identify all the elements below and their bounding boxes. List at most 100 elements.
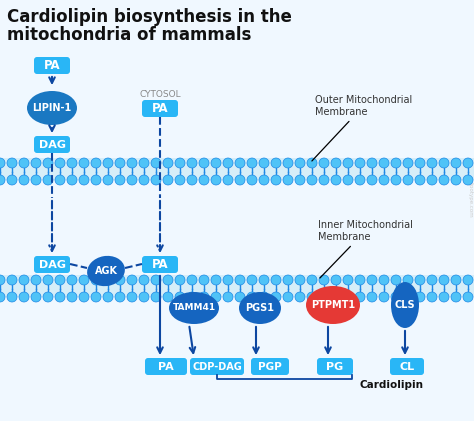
Text: AGK: AGK (94, 266, 118, 276)
Circle shape (331, 275, 341, 285)
Circle shape (31, 158, 41, 168)
Circle shape (0, 275, 5, 285)
Circle shape (343, 275, 353, 285)
Circle shape (67, 158, 77, 168)
FancyBboxPatch shape (190, 358, 244, 375)
Circle shape (463, 292, 473, 302)
Circle shape (271, 275, 281, 285)
Circle shape (295, 275, 305, 285)
Circle shape (19, 275, 29, 285)
Text: DAG: DAG (38, 259, 65, 269)
Circle shape (211, 275, 221, 285)
Circle shape (199, 275, 209, 285)
Text: CL: CL (400, 362, 415, 371)
Circle shape (115, 175, 125, 185)
Circle shape (307, 292, 317, 302)
Text: CLS: CLS (395, 300, 415, 310)
Bar (0, 0, 474, 158)
Circle shape (91, 175, 101, 185)
Circle shape (367, 275, 377, 285)
Circle shape (91, 275, 101, 285)
Circle shape (91, 292, 101, 302)
Text: PA: PA (152, 102, 168, 115)
Circle shape (67, 275, 77, 285)
Circle shape (223, 175, 233, 185)
Circle shape (259, 158, 269, 168)
FancyBboxPatch shape (317, 358, 353, 375)
Circle shape (139, 158, 149, 168)
Circle shape (283, 275, 293, 285)
Circle shape (283, 292, 293, 302)
Circle shape (283, 158, 293, 168)
Circle shape (403, 175, 413, 185)
Circle shape (427, 175, 437, 185)
Circle shape (115, 158, 125, 168)
Circle shape (319, 275, 329, 285)
Circle shape (463, 275, 473, 285)
Bar (0, 153, 474, 195)
Circle shape (403, 158, 413, 168)
Circle shape (367, 292, 377, 302)
Circle shape (211, 158, 221, 168)
Circle shape (463, 158, 473, 168)
Text: PTPMT1: PTPMT1 (311, 300, 355, 310)
Circle shape (151, 175, 161, 185)
Circle shape (79, 158, 89, 168)
Circle shape (247, 175, 257, 185)
Circle shape (163, 275, 173, 285)
Circle shape (55, 175, 65, 185)
Circle shape (127, 175, 137, 185)
Circle shape (67, 292, 77, 302)
Circle shape (451, 275, 461, 285)
Ellipse shape (391, 282, 419, 328)
Circle shape (163, 175, 173, 185)
Text: DAG: DAG (38, 139, 65, 149)
Circle shape (331, 175, 341, 185)
Circle shape (355, 292, 365, 302)
Circle shape (0, 175, 5, 185)
Circle shape (319, 292, 329, 302)
Circle shape (247, 275, 257, 285)
Circle shape (391, 275, 401, 285)
Circle shape (151, 292, 161, 302)
Circle shape (415, 292, 425, 302)
Circle shape (175, 175, 185, 185)
Circle shape (391, 158, 401, 168)
Circle shape (199, 292, 209, 302)
Circle shape (367, 158, 377, 168)
Circle shape (403, 275, 413, 285)
Circle shape (43, 292, 53, 302)
Circle shape (463, 175, 473, 185)
Text: Outer Mitochondrial
Membrane: Outer Mitochondrial Membrane (312, 95, 412, 161)
Circle shape (163, 292, 173, 302)
Text: PA: PA (44, 59, 60, 72)
Circle shape (307, 275, 317, 285)
Circle shape (379, 175, 389, 185)
Circle shape (439, 275, 449, 285)
Circle shape (175, 275, 185, 285)
Circle shape (115, 292, 125, 302)
Circle shape (19, 158, 29, 168)
Text: Cardiolipin: Cardiolipin (360, 380, 424, 390)
Circle shape (379, 158, 389, 168)
Circle shape (259, 175, 269, 185)
Ellipse shape (87, 256, 125, 286)
Bar (0, 270, 474, 312)
Ellipse shape (169, 292, 219, 324)
Circle shape (319, 158, 329, 168)
Text: PG: PG (327, 362, 344, 371)
Circle shape (223, 292, 233, 302)
Circle shape (211, 292, 221, 302)
Circle shape (439, 292, 449, 302)
Text: mitochondria of mammals: mitochondria of mammals (7, 26, 251, 44)
FancyBboxPatch shape (390, 358, 424, 375)
Circle shape (79, 275, 89, 285)
Circle shape (379, 292, 389, 302)
Circle shape (211, 175, 221, 185)
FancyBboxPatch shape (34, 57, 70, 74)
Circle shape (7, 275, 17, 285)
FancyBboxPatch shape (145, 358, 187, 375)
Ellipse shape (27, 91, 77, 125)
Text: PGP: PGP (258, 362, 282, 371)
Circle shape (163, 158, 173, 168)
